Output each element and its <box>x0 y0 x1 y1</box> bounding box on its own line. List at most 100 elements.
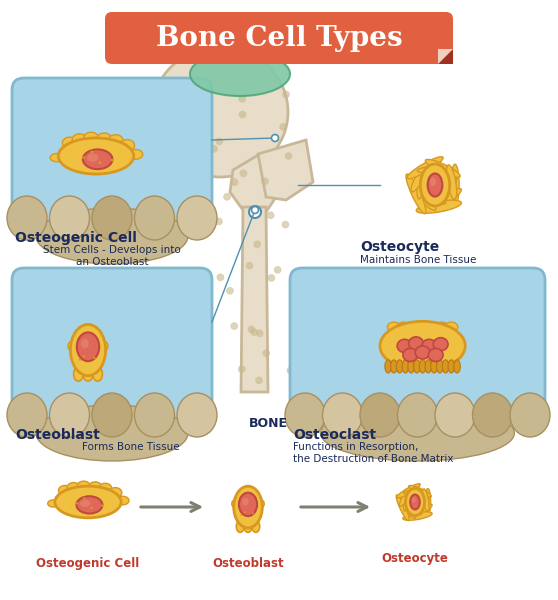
Ellipse shape <box>435 322 448 332</box>
Ellipse shape <box>397 322 410 332</box>
Polygon shape <box>438 49 453 64</box>
Ellipse shape <box>81 339 89 349</box>
Ellipse shape <box>215 218 223 225</box>
Ellipse shape <box>47 500 59 507</box>
Ellipse shape <box>430 188 461 212</box>
Ellipse shape <box>403 512 432 520</box>
Ellipse shape <box>59 485 71 496</box>
Ellipse shape <box>433 338 448 351</box>
Ellipse shape <box>256 330 263 337</box>
Ellipse shape <box>442 177 457 206</box>
Ellipse shape <box>83 149 112 169</box>
Ellipse shape <box>83 367 93 381</box>
Ellipse shape <box>397 484 420 498</box>
Ellipse shape <box>90 151 94 153</box>
Ellipse shape <box>436 166 454 187</box>
Ellipse shape <box>410 494 420 509</box>
Ellipse shape <box>403 508 422 514</box>
Ellipse shape <box>120 140 134 151</box>
Ellipse shape <box>165 241 171 248</box>
Ellipse shape <box>403 490 425 494</box>
Ellipse shape <box>252 512 254 514</box>
Ellipse shape <box>116 496 129 505</box>
Ellipse shape <box>238 365 246 373</box>
Ellipse shape <box>268 274 275 281</box>
Ellipse shape <box>128 149 143 159</box>
Ellipse shape <box>244 521 252 532</box>
Ellipse shape <box>50 196 89 240</box>
Ellipse shape <box>177 393 217 437</box>
Text: Functions in Resorption,
the Destruction of Bone Matrix: Functions in Resorption, the Destruction… <box>293 442 454 464</box>
Ellipse shape <box>323 393 363 437</box>
Ellipse shape <box>387 322 401 332</box>
Ellipse shape <box>134 393 175 437</box>
Text: Stem Cells - Develops into
an Osteoblast: Stem Cells - Develops into an Osteoblast <box>43 245 181 266</box>
Ellipse shape <box>429 349 443 361</box>
Ellipse shape <box>416 490 427 503</box>
Ellipse shape <box>76 502 79 505</box>
Ellipse shape <box>87 154 98 162</box>
Ellipse shape <box>255 208 262 214</box>
Ellipse shape <box>280 124 287 130</box>
Ellipse shape <box>36 208 188 264</box>
Ellipse shape <box>236 521 244 532</box>
Ellipse shape <box>406 322 420 332</box>
Ellipse shape <box>403 349 418 361</box>
Ellipse shape <box>216 138 223 145</box>
Ellipse shape <box>321 405 514 461</box>
Ellipse shape <box>412 497 416 503</box>
Ellipse shape <box>427 173 442 197</box>
Ellipse shape <box>380 321 465 370</box>
Text: Osteoblast: Osteoblast <box>15 428 100 442</box>
Ellipse shape <box>416 194 446 204</box>
Ellipse shape <box>263 350 270 356</box>
Ellipse shape <box>398 502 416 518</box>
Ellipse shape <box>240 170 247 177</box>
Ellipse shape <box>242 498 249 506</box>
Ellipse shape <box>406 174 426 214</box>
Ellipse shape <box>84 132 98 144</box>
Ellipse shape <box>244 511 246 513</box>
Ellipse shape <box>82 157 85 159</box>
Ellipse shape <box>72 134 87 145</box>
Ellipse shape <box>89 482 102 492</box>
Ellipse shape <box>197 134 204 141</box>
Ellipse shape <box>391 360 397 373</box>
Ellipse shape <box>445 322 458 332</box>
Ellipse shape <box>396 360 403 373</box>
Ellipse shape <box>262 178 268 185</box>
Ellipse shape <box>170 307 176 314</box>
Ellipse shape <box>70 325 105 376</box>
Ellipse shape <box>285 393 325 437</box>
Ellipse shape <box>397 393 437 437</box>
Ellipse shape <box>285 152 292 160</box>
Ellipse shape <box>76 496 103 514</box>
Ellipse shape <box>408 337 424 350</box>
Ellipse shape <box>385 360 392 373</box>
Text: Forms Bone Tissue: Forms Bone Tissue <box>82 442 180 452</box>
Ellipse shape <box>272 134 278 142</box>
Ellipse shape <box>397 340 412 352</box>
Ellipse shape <box>193 86 200 94</box>
Text: Bone Cell Types: Bone Cell Types <box>156 25 402 52</box>
Ellipse shape <box>396 495 409 521</box>
Ellipse shape <box>134 196 175 240</box>
Ellipse shape <box>36 405 188 461</box>
Ellipse shape <box>400 487 412 506</box>
Ellipse shape <box>282 91 290 98</box>
Ellipse shape <box>239 493 257 516</box>
Ellipse shape <box>258 500 264 508</box>
Ellipse shape <box>93 367 103 381</box>
Ellipse shape <box>451 164 459 206</box>
Text: Osteocyte: Osteocyte <box>360 240 439 254</box>
Ellipse shape <box>419 360 426 373</box>
Ellipse shape <box>234 486 262 528</box>
Text: Osteoclast: Osteoclast <box>293 428 376 442</box>
Ellipse shape <box>92 196 132 240</box>
Ellipse shape <box>417 169 424 199</box>
Ellipse shape <box>403 491 408 511</box>
Ellipse shape <box>267 212 274 219</box>
Ellipse shape <box>416 200 461 213</box>
Ellipse shape <box>246 262 253 269</box>
Ellipse shape <box>420 497 429 516</box>
